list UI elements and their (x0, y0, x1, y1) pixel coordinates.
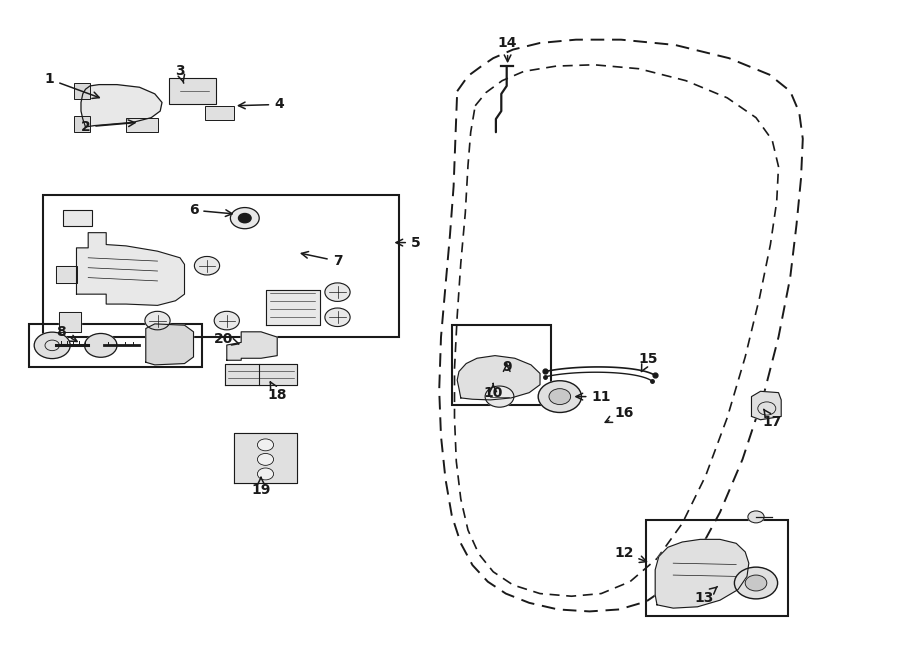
Circle shape (745, 575, 767, 591)
Text: 6: 6 (189, 203, 232, 217)
Polygon shape (225, 364, 297, 385)
Bar (126, 118, 158, 132)
Bar (205, 106, 234, 120)
Bar (74, 116, 90, 132)
Polygon shape (76, 233, 184, 305)
Circle shape (34, 332, 70, 358)
Text: 17: 17 (762, 409, 782, 429)
Polygon shape (227, 332, 277, 360)
Text: 10: 10 (483, 383, 503, 401)
Circle shape (145, 311, 170, 330)
Polygon shape (752, 391, 781, 420)
Bar (452, 325, 551, 405)
Text: 1: 1 (45, 72, 99, 98)
Circle shape (549, 389, 571, 405)
Circle shape (325, 308, 350, 327)
Text: 7: 7 (302, 252, 342, 268)
Text: 15: 15 (638, 352, 658, 371)
Text: 4: 4 (238, 97, 284, 112)
Circle shape (214, 311, 239, 330)
Circle shape (230, 208, 259, 229)
Polygon shape (81, 85, 162, 127)
Text: 20: 20 (213, 332, 238, 346)
Circle shape (325, 283, 350, 301)
Circle shape (485, 386, 514, 407)
Polygon shape (56, 266, 76, 283)
Polygon shape (234, 433, 297, 483)
Polygon shape (58, 312, 81, 332)
Polygon shape (655, 539, 749, 608)
Circle shape (238, 214, 251, 223)
Text: 14: 14 (498, 36, 518, 61)
Circle shape (257, 453, 274, 465)
Bar (646, 520, 788, 616)
Text: 19: 19 (251, 477, 271, 498)
Bar (29, 324, 202, 367)
Text: 3: 3 (176, 63, 184, 83)
Polygon shape (457, 356, 540, 400)
Circle shape (85, 333, 117, 357)
Text: 16: 16 (605, 406, 634, 422)
Bar (43, 195, 399, 337)
Text: 13: 13 (694, 586, 717, 605)
Text: 18: 18 (267, 382, 287, 402)
Polygon shape (146, 324, 194, 365)
Circle shape (257, 468, 274, 480)
Bar (169, 78, 216, 104)
Polygon shape (266, 290, 320, 325)
Bar (63, 210, 92, 226)
Text: 2: 2 (81, 120, 135, 134)
Text: 9: 9 (502, 360, 511, 374)
Text: 5: 5 (396, 235, 420, 250)
Text: 11: 11 (576, 389, 611, 404)
Bar (74, 83, 90, 99)
Circle shape (538, 381, 581, 412)
Circle shape (257, 439, 274, 451)
Circle shape (734, 567, 778, 599)
Text: 8: 8 (57, 325, 77, 342)
Circle shape (194, 256, 220, 275)
Text: 12: 12 (614, 546, 646, 563)
Circle shape (748, 511, 764, 523)
